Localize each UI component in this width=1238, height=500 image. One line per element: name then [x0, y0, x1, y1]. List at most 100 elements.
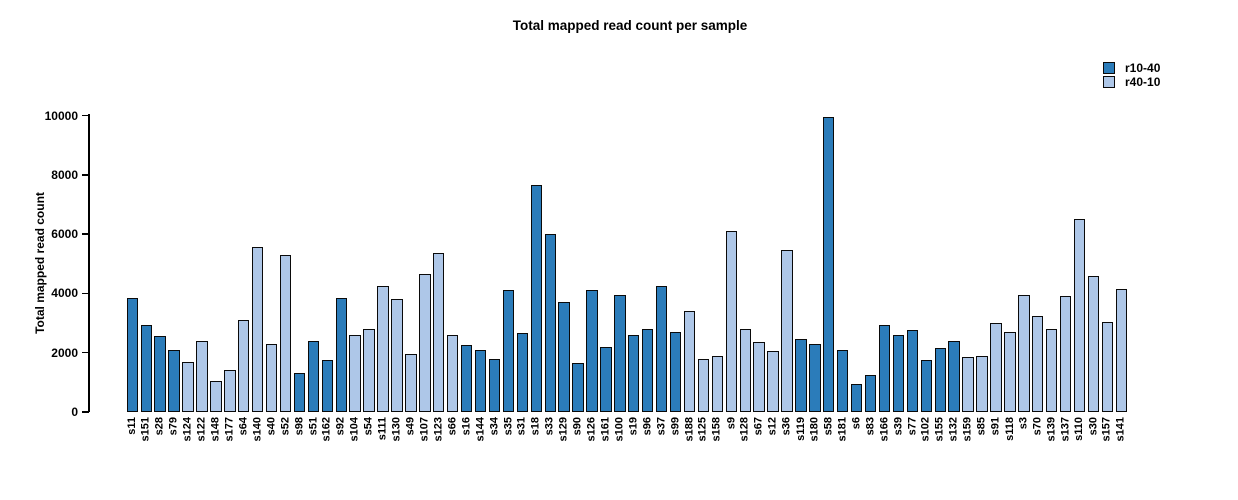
x-axis-label-s79: s79: [167, 417, 180, 436]
legend-item-r10-40: r10-40: [1103, 61, 1160, 75]
x-axis-label-s83: s83: [864, 417, 877, 436]
bar-s30: [1087, 275, 1100, 412]
bar-s130: [391, 299, 403, 412]
bar-s151: [140, 324, 152, 412]
bar-s123: [433, 253, 445, 412]
x-axis-label-s19: s19: [627, 417, 640, 436]
bar-s161: [600, 346, 612, 412]
x-axis-label-s54: s54: [362, 417, 375, 436]
bar-s155: [934, 348, 946, 412]
x-axis-label-s6: s6: [850, 417, 863, 430]
x-axis-label-s123: s123: [432, 417, 445, 442]
bar-s92: [335, 297, 347, 412]
bar-s96: [642, 328, 654, 412]
bar-s102: [920, 360, 932, 412]
x-axis-label-s35: s35: [501, 417, 514, 436]
x-axis-label-s144: s144: [474, 417, 487, 442]
x-axis-label-s39: s39: [891, 417, 904, 436]
x-axis-label-s181: s181: [836, 417, 849, 442]
x-axis-label-s137: s137: [1059, 417, 1072, 442]
bar-s49: [405, 354, 417, 412]
x-axis-label-s66: s66: [446, 417, 459, 436]
x-axis-label-s126: s126: [585, 417, 598, 442]
bar-s148: [210, 380, 222, 412]
x-axis-label-s157: s157: [1100, 417, 1113, 442]
bar-s40: [265, 343, 278, 412]
bar-s58: [823, 116, 835, 412]
x-axis-label-s100: s100: [613, 417, 626, 442]
bar-s137: [1059, 296, 1072, 412]
x-axis-label-s67: s67: [752, 417, 765, 436]
legend: r10-40 r40-10: [1103, 61, 1160, 89]
x-axis-label-s52: s52: [279, 417, 292, 436]
x-axis-label-s98: s98: [292, 417, 305, 436]
x-axis-label-s16: s16: [460, 417, 473, 436]
bar-s111: [377, 285, 389, 412]
x-axis-label-s102: s102: [919, 417, 932, 442]
x-axis-label-s34: s34: [487, 417, 500, 436]
y-axis-title: Total mapped read count: [33, 192, 47, 334]
x-axis-label-s139: s139: [1045, 417, 1058, 442]
chart-title: Total mapped read count per sample: [512, 18, 748, 33]
y-tick-label: 4000: [51, 286, 78, 301]
y-tick-label: 10000: [44, 108, 78, 123]
legend-swatch-r10-40-icon: [1103, 62, 1115, 74]
x-axis-label-s9: s9: [724, 417, 737, 430]
x-axis-label-s11: s11: [125, 417, 138, 435]
bar-s28: [154, 336, 166, 412]
bar-s16: [460, 345, 473, 412]
x-axis-label-s33: s33: [543, 417, 556, 436]
x-axis-label-s129: s129: [557, 417, 570, 442]
x-axis-label-s107: s107: [418, 417, 431, 442]
y-tick-mark: [82, 292, 89, 295]
bar-s158: [711, 355, 724, 412]
bar-s12: [767, 351, 779, 412]
bar-s11: [126, 297, 138, 412]
bar-s70: [1032, 315, 1044, 412]
bar-s129: [558, 302, 570, 412]
bar-s52: [279, 254, 292, 412]
bar-s128: [739, 328, 751, 412]
x-axis-label-s111: s111: [376, 417, 389, 441]
bar-s166: [878, 324, 891, 412]
bar-s91: [990, 323, 1002, 412]
bar-s64: [238, 320, 250, 412]
bar-s99: [669, 331, 682, 412]
x-axis-label-s158: s158: [710, 417, 723, 442]
x-axis-label-s90: s90: [571, 417, 584, 436]
bar-s34: [488, 358, 501, 412]
bar-s51: [307, 340, 320, 412]
bar-s122: [196, 340, 208, 412]
x-axis-label-s124: s124: [181, 417, 194, 442]
bar-s54: [363, 328, 375, 412]
bar-s83: [864, 374, 877, 412]
x-axis-label-s104: s104: [348, 417, 361, 442]
bar-s132: [948, 340, 960, 412]
y-tick-mark: [82, 351, 89, 354]
x-axis-label-s159: s159: [961, 417, 974, 442]
x-axis-label-s92: s92: [334, 417, 347, 436]
x-axis-label-s40: s40: [265, 417, 278, 436]
x-axis-label-s177: s177: [223, 417, 236, 442]
bar-s125: [697, 358, 710, 412]
x-axis-label-s166: s166: [878, 417, 891, 442]
y-tick-mark: [82, 114, 89, 117]
x-axis-label-s3: s3: [1017, 417, 1030, 430]
x-axis-label-s91: s91: [989, 417, 1002, 436]
bar-s188: [683, 311, 696, 412]
x-axis-label-s148: s148: [209, 417, 222, 442]
y-tick-label: 0: [71, 405, 78, 419]
legend-item-r40-10: r40-10: [1103, 75, 1160, 89]
bar-s36: [781, 250, 793, 412]
x-axis-label-s58: s58: [822, 417, 835, 436]
x-axis-label-s49: s49: [404, 417, 417, 436]
x-axis-label-s162: s162: [320, 417, 333, 442]
bar-s157: [1101, 321, 1114, 412]
x-axis-label-s130: s130: [390, 417, 403, 442]
bar-s33: [544, 234, 556, 412]
bar-s39: [892, 334, 905, 412]
x-axis-label-s141: s141: [1114, 417, 1127, 442]
x-axis-label-s96: s96: [641, 417, 654, 436]
x-axis-label-s151: s151: [139, 417, 152, 442]
